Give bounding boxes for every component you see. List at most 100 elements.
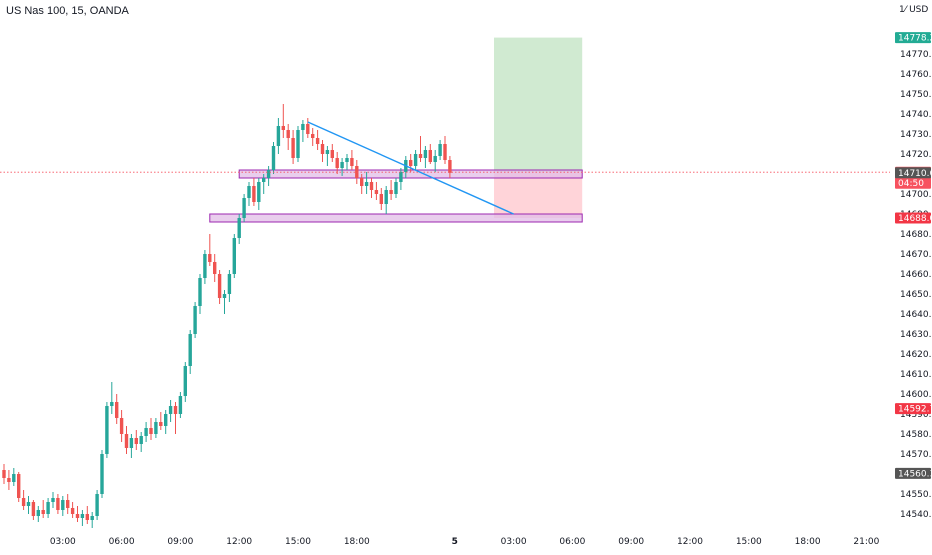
time-tick-label: 12:00 [677, 537, 703, 547]
candle [306, 118, 310, 138]
price-tick-label: 14550.0 [900, 490, 932, 500]
price-tick-label: 14760.0 [900, 70, 932, 80]
candle [129, 434, 134, 458]
long-position-stop-zone[interactable] [494, 172, 583, 218]
candle [271, 142, 276, 174]
candle-body [296, 130, 300, 158]
time-tick-label: 18:00 [344, 537, 370, 547]
candle-body [369, 182, 374, 190]
candle [12, 468, 16, 486]
candle-body [227, 274, 232, 294]
candle [448, 156, 452, 178]
candle-body [154, 422, 158, 434]
price-tick-label: 14740.0 [900, 110, 932, 120]
price-tick-label: 14680.0 [900, 230, 932, 240]
candle [119, 410, 124, 442]
price-tick-label: 14540.0 [900, 510, 932, 520]
time-tick-label: 06:00 [109, 537, 135, 547]
time-tick-label: 06:00 [559, 537, 585, 547]
candle [423, 146, 428, 168]
time-axis[interactable]: 03:00 06:00 09:00 12:00 15:00 18:00 5 03:00 06:0… [50, 537, 880, 547]
candle-body [31, 502, 36, 516]
candle-body [286, 130, 290, 138]
candle [164, 410, 168, 434]
candle-body [115, 402, 119, 418]
candle-body [237, 218, 241, 238]
price-label-6[interactable]: 14560.3 [895, 467, 932, 480]
candle [345, 154, 349, 170]
candle [276, 118, 281, 154]
candle-body [139, 436, 143, 444]
price-tick-label: 14720.0 [900, 150, 932, 160]
price-label-text: 14592.7 [898, 405, 932, 415]
overlay-layer[interactable] [0, 121, 890, 215]
candle [350, 150, 354, 170]
candle [2, 464, 6, 484]
candle-body [271, 146, 276, 170]
candle [51, 492, 55, 508]
candle-body [418, 154, 423, 158]
candles-layer [2, 104, 452, 528]
candle-body [198, 278, 202, 306]
candle [56, 494, 60, 514]
candle [144, 422, 148, 442]
candle [394, 178, 398, 198]
candle [193, 302, 197, 338]
candle [17, 472, 21, 502]
zone-rectangle-2[interactable] [209, 213, 583, 223]
candle [369, 178, 374, 198]
price-label-background [895, 167, 931, 179]
price-label-background [895, 467, 931, 479]
candle [26, 496, 31, 514]
price-tick-label: 14730.0 [900, 130, 932, 140]
candle-body [110, 402, 114, 406]
candle [105, 402, 109, 458]
price-label-1[interactable]: 14778.2 [895, 32, 932, 44]
candle [315, 130, 320, 150]
long-position-profit-zone[interactable] [494, 37, 583, 173]
candle [311, 128, 315, 146]
time-tick-label: 09:00 [167, 537, 193, 547]
price-label-5[interactable]: 14592.7 [895, 403, 932, 415]
candle-body [17, 474, 21, 498]
candle [325, 146, 330, 166]
candle [413, 150, 418, 170]
candle-body [193, 306, 197, 334]
candle-body [134, 438, 138, 444]
candle-body [7, 478, 11, 482]
candle-body [276, 126, 281, 146]
candle-body [345, 158, 349, 162]
candle-body [360, 178, 364, 186]
price-label-background [895, 212, 931, 224]
time-tick-label: 03:00 [501, 537, 527, 547]
price-label-3[interactable]: 14710.6 [895, 167, 932, 179]
candle [46, 498, 50, 518]
candle [183, 362, 187, 402]
candle [281, 104, 285, 138]
candle [21, 490, 26, 510]
candle-body [389, 190, 393, 194]
candle-body [438, 144, 442, 156]
candle-body [144, 428, 148, 436]
candle [301, 120, 305, 142]
trendline[interactable] [307, 121, 514, 215]
price-label-4[interactable]: 14688.0 [895, 212, 932, 225]
candle [7, 470, 11, 490]
drawings-layer[interactable] [209, 37, 583, 223]
candle [266, 166, 271, 186]
candle [438, 140, 442, 160]
candle [159, 412, 163, 430]
candle-body [168, 406, 173, 414]
price-tick-label: 14670.0 [900, 250, 932, 260]
candle [203, 250, 207, 284]
candle-body [262, 178, 266, 182]
price-axis[interactable]: 1⁄ USD14540.014550.014560.014570.014580.… [895, 5, 932, 520]
candle-body [379, 194, 383, 204]
candle [75, 506, 80, 522]
candle-body [222, 294, 227, 298]
candle [237, 214, 241, 244]
candle-body [409, 160, 413, 166]
candle [399, 168, 403, 190]
